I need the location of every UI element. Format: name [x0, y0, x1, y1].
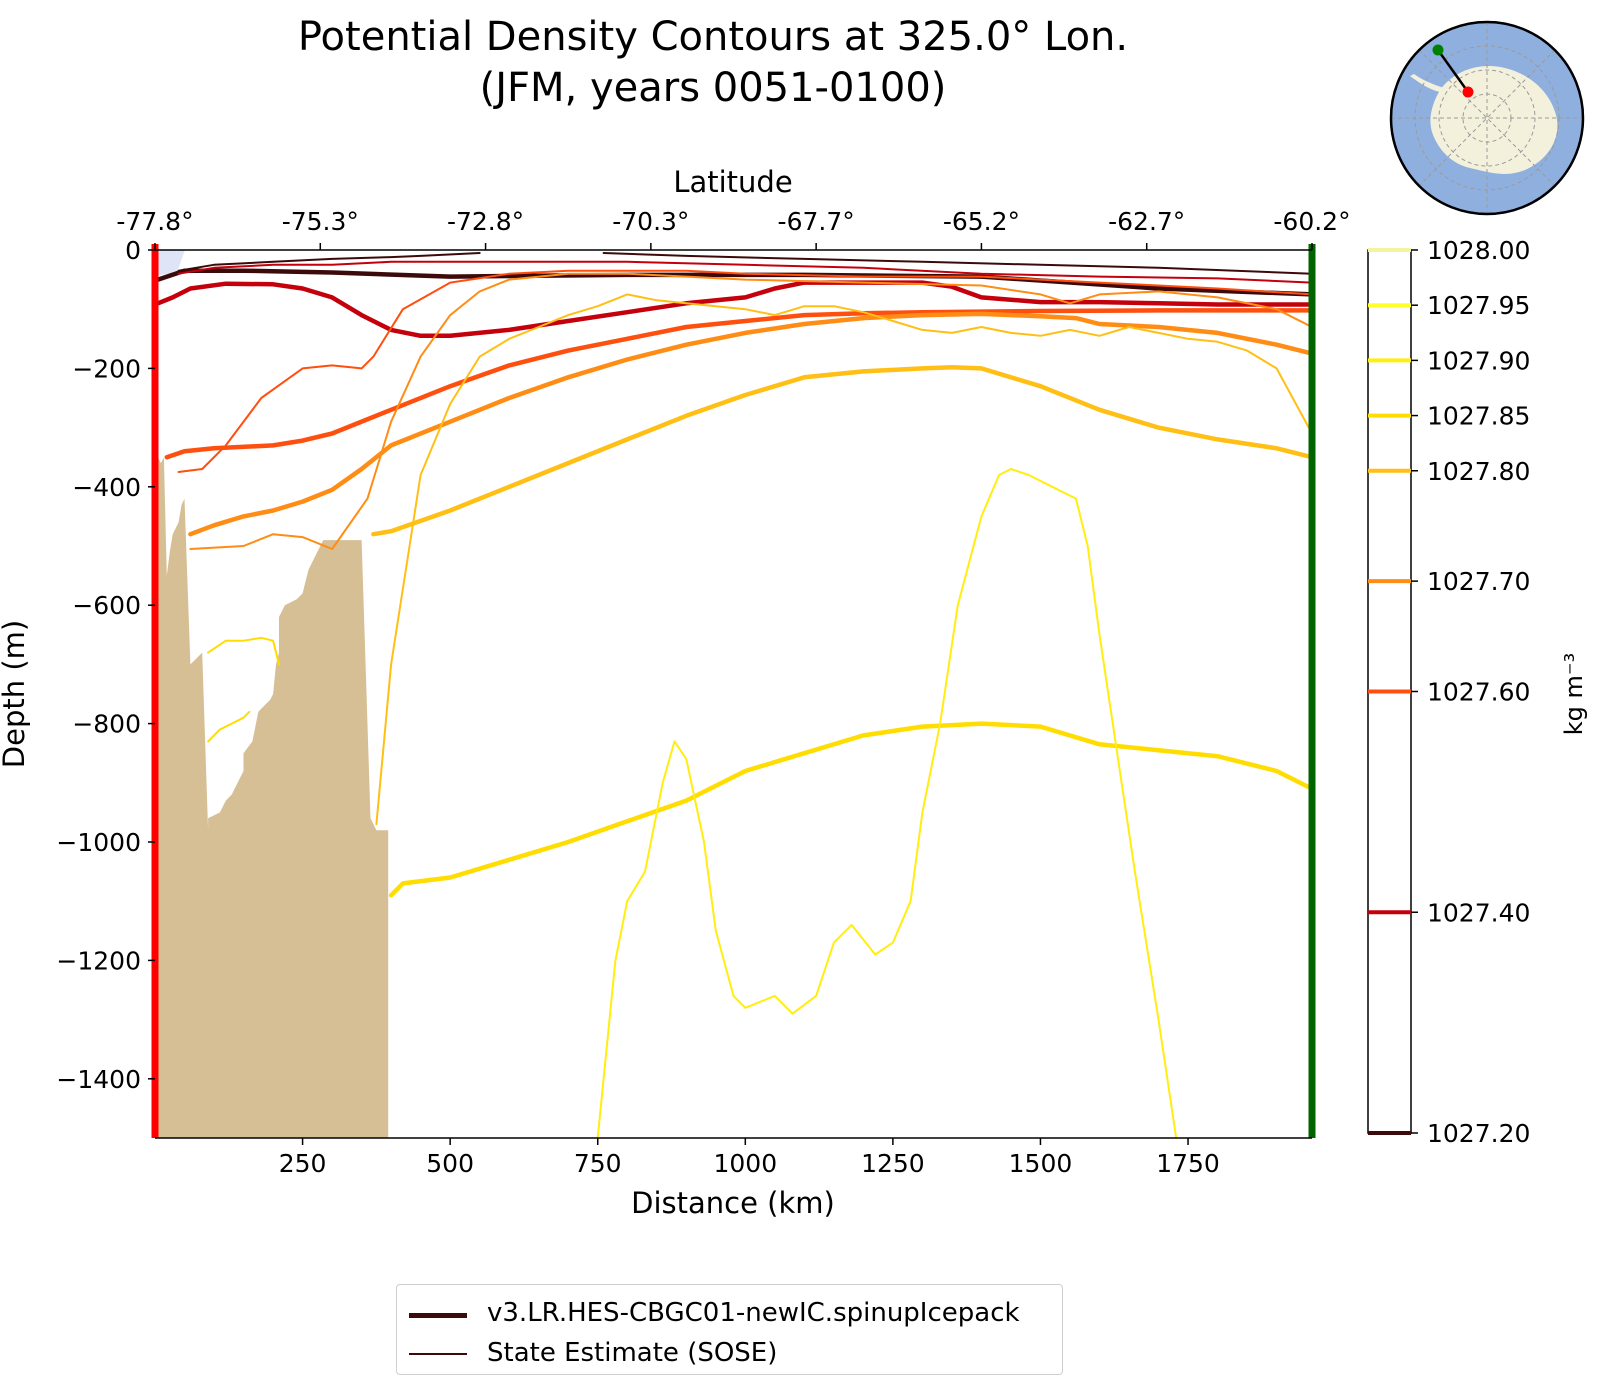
y-axis-label: Depth (m) — [0, 620, 31, 768]
y-tick-label: −400 — [72, 473, 141, 502]
sose-contour-1027-20-6 — [177, 252, 481, 272]
surface-ice-fill — [155, 250, 185, 276]
y-tick-label: −1400 — [56, 1065, 141, 1094]
y-tick-label: −1000 — [56, 828, 141, 857]
colorbar-tick-label: 1027.95 — [1427, 291, 1530, 320]
top-tick-label: -72.8° — [447, 207, 524, 236]
sose-contour-1027-80-11 — [375, 293, 1313, 826]
x-tick-label: 1500 — [1009, 1149, 1073, 1178]
legend-swatch-thick — [409, 1313, 467, 1318]
model-contour-1027-40-1 — [155, 280, 1315, 339]
inset-polar-map — [1389, 20, 1585, 216]
colorbar-tick-label: 1028.00 — [1427, 236, 1530, 265]
chart-title-line2: (JFM, years 0051-0100) — [480, 65, 947, 111]
x-tick-label: 250 — [279, 1149, 327, 1178]
inset-start-marker — [1462, 86, 1474, 98]
legend-label-sose: State Estimate (SOSE) — [487, 1338, 778, 1368]
legend-swatch-thin — [409, 1353, 467, 1355]
sose-contour-1027-85-13 — [207, 710, 251, 743]
legend-label-model: v3.LR.HES-CBGC01-newIC.spinupIcepack — [487, 1298, 1020, 1328]
colorbar-tick-label: 1027.90 — [1427, 346, 1530, 375]
y-tick-label: −1200 — [56, 946, 141, 975]
top-tick-label: -60.2° — [1273, 207, 1350, 236]
inset-peninsula — [1410, 74, 1444, 92]
legend-item-model: v3.LR.HES-CBGC01-newIC.spinupIcepack — [397, 1293, 1062, 1333]
colorbar-tick-label: 1027.85 — [1427, 402, 1530, 431]
inset-graticule — [1391, 22, 1583, 214]
y-tick-label: −600 — [72, 591, 141, 620]
colorbar-tick-label: 1027.40 — [1427, 898, 1530, 927]
colorbar-tick-label: 1027.20 — [1427, 1119, 1530, 1148]
legend: v3.LR.HES-CBGC01-newIC.spinupIcepack Sta… — [396, 1284, 1063, 1375]
colorbar-tick-label: 1027.80 — [1427, 457, 1530, 486]
inset-section-line — [1436, 49, 1470, 93]
seafloor-bathymetry — [155, 451, 389, 1138]
model-contour-1027-80-4 — [371, 364, 1315, 537]
colorbar-label: kg m⁻³ — [1560, 653, 1588, 735]
x-tick-label: 1250 — [861, 1149, 925, 1178]
legend-item-sose: State Estimate (SOSE) — [397, 1333, 1062, 1373]
colorbar-tick-label: 1027.70 — [1427, 567, 1530, 596]
sose-contour-1027-90-14 — [596, 468, 1178, 1139]
y-tick-label: −200 — [72, 354, 141, 383]
x-axis-label: Distance (km) — [631, 1186, 835, 1220]
top-tick-label: -75.3° — [282, 207, 359, 236]
sose-contour-1027-85-12 — [207, 636, 280, 666]
top-tick-label: -67.7° — [778, 207, 855, 236]
x-tick-label: 750 — [574, 1149, 622, 1178]
colorbar-tick-label: 1027.60 — [1427, 678, 1530, 707]
sose-contour-1027-20-7 — [602, 252, 1313, 275]
sose-contour-1027-60-9 — [177, 269, 1313, 473]
x-tick-label: 500 — [426, 1149, 474, 1178]
y-tick-label: −800 — [72, 710, 141, 739]
top-tick-label: -65.2° — [943, 207, 1020, 236]
top-tick-label: -70.3° — [612, 207, 689, 236]
inset-end-marker — [1432, 44, 1444, 56]
top-tick-label: -62.7° — [1108, 207, 1185, 236]
model-contour-1027-70-3 — [188, 311, 1315, 537]
model-contour-1027-20-0 — [155, 268, 1315, 297]
sose-contour-1027-70-10 — [189, 272, 1313, 550]
top-tick-label: -77.8° — [116, 207, 193, 236]
sose-contour-1027-40-8 — [177, 260, 1313, 284]
top-axis-label: Latitude — [673, 165, 792, 199]
model-contour-1027-85-5 — [388, 721, 1315, 898]
x-tick-label: 1000 — [713, 1149, 777, 1178]
model-contour-1027-60-2 — [164, 308, 1315, 460]
y-tick-label: 0 — [125, 236, 141, 265]
chart-title-line1: Potential Density Contours at 325.0° Lon… — [298, 14, 1128, 60]
x-tick-label: 1750 — [1156, 1149, 1220, 1178]
